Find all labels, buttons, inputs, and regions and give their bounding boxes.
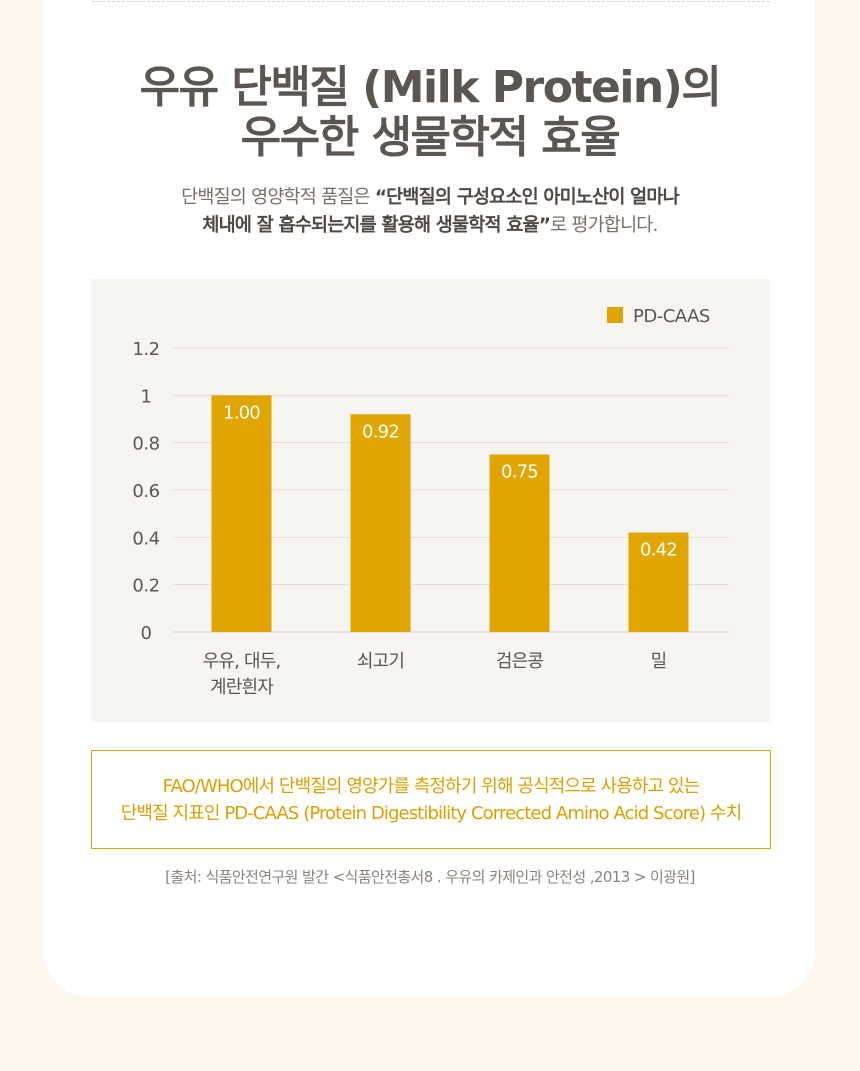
x-tick-label: 우유, 대두, — [203, 651, 281, 672]
bar — [211, 395, 272, 632]
bar-chart: 0 0.2 0.4 0.6 0.8 1 1.2 1.00 우유, 대두, 계란흰자 0.92 쇠고기 0… — [132, 306, 729, 698]
x-tick-label: 밀 — [651, 651, 667, 672]
bar-value-label: 1.00 — [223, 402, 260, 423]
note-line2: 단백질 지표인 PD-CAAS (Protein Digestibility C… — [120, 803, 742, 824]
y-tick-label: 0.4 — [132, 528, 159, 549]
x-tick-label: 계란흰자 — [210, 677, 274, 698]
subtitle-emphasis-2: 체내에 잘 흡수되는지를 활용해 생물학적 효율” — [202, 215, 551, 236]
subtitle-prefix: 단백질의 영양학적 품질은 — [181, 187, 375, 208]
y-tick-label: 0.2 — [132, 576, 159, 597]
subtitle-suffix: 로 평가합니다. — [550, 215, 658, 236]
note-line1: FAO/WHO에서 단백질의 영양가를 측정하기 위해 공식적으로 사용하고 있… — [162, 776, 701, 797]
bar — [628, 532, 689, 632]
bar-value-label: 0.92 — [362, 421, 399, 442]
y-tick-label: 0.6 — [132, 481, 159, 502]
page-title-line1: 우유 단백질 (Milk Protein)의 — [139, 62, 722, 113]
x-tick-label: 쇠고기 — [357, 651, 404, 672]
y-tick-label: 0 — [141, 623, 152, 644]
legend-label: PD-CAAS — [633, 306, 710, 327]
chart-panel: 0 0.2 0.4 0.6 0.8 1 1.2 1.00 우유, 대두, 계란흰자 0.92 쇠고기 0… — [91, 279, 770, 722]
note-box: FAO/WHO에서 단백질의 영양가를 측정하기 위해 공식적으로 사용하고 있… — [91, 750, 771, 849]
page-title-line2: 우수한 생물학적 효율 — [240, 112, 621, 163]
y-tick-label: 1 — [141, 386, 152, 407]
bar-value-label: 0.75 — [501, 462, 538, 483]
x-tick-label: 검은콩 — [496, 651, 544, 672]
y-tick-label: 0.8 — [132, 434, 159, 455]
bar-value-label: 0.42 — [640, 540, 677, 561]
subtitle-emphasis-1: “단백질의 구성요소인 아미노산이 얼마나 — [374, 187, 680, 208]
y-tick-label: 1.2 — [132, 339, 159, 360]
subtitle-line2: 체내에 잘 흡수되는지를 활용해 생물학적 효율”로 평가합니다. — [0, 212, 860, 240]
subtitle-line1: 단백질의 영양학적 품질은 “단백질의 구성요소인 아미노산이 얼마나 — [0, 184, 860, 212]
top-dashed-divider — [92, 1, 770, 2]
bar — [489, 454, 550, 632]
legend-swatch — [607, 307, 623, 323]
bar — [350, 414, 411, 632]
source-citation: [출처: 식품안전연구원 발간 <식품안전총서8 . 우유의 카제인과 안전성 … — [165, 868, 695, 886]
